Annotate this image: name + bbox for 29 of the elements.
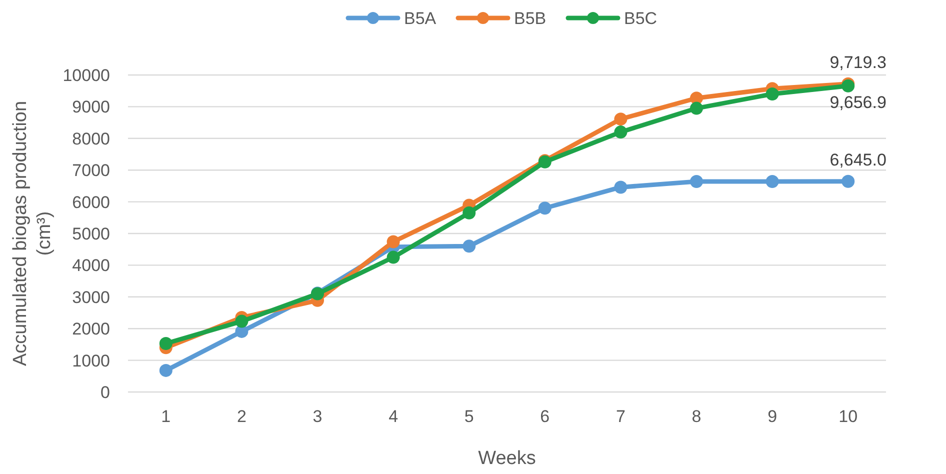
x-tick-label: 9: [768, 407, 778, 426]
legend-label: B5A: [404, 8, 437, 28]
x-tick-label: 4: [388, 407, 398, 426]
data-label: 9,719.3: [830, 52, 886, 72]
x-tick-label: 1: [161, 407, 171, 426]
y-tick-label: 9000: [72, 98, 110, 117]
y-tick-label: 7000: [72, 161, 110, 180]
y-tick-label: 4000: [72, 256, 110, 276]
y-tick-label: 1000: [72, 351, 110, 370]
data-label: 9,656.9: [830, 92, 886, 112]
data-label: 6,645.0: [830, 150, 886, 170]
y-tick-label: 0: [100, 382, 110, 402]
x-tick-label: 2: [236, 407, 246, 426]
x-tick-label: 8: [692, 407, 702, 426]
y-tick-label: 6000: [72, 192, 110, 212]
x-tick-label: 3: [312, 407, 322, 426]
x-axis-title: Weeks: [478, 448, 536, 469]
x-tick-label: 6: [540, 407, 550, 426]
legend-label: B5B: [514, 8, 546, 28]
x-tick-label: 5: [464, 407, 474, 426]
y-tick-label: 2000: [72, 320, 110, 339]
x-tick-label: 7: [616, 407, 626, 426]
y-tick-label: 5000: [72, 224, 110, 244]
y-tick-label: 3000: [72, 288, 110, 307]
y-tick-label: 8000: [72, 129, 110, 148]
y-tick-label: 10000: [62, 66, 110, 85]
legend-label: B5C: [624, 8, 658, 28]
x-tick-label: 10: [838, 407, 858, 426]
y-axis-title: Accumulated biogas production (cm³): [10, 100, 55, 366]
